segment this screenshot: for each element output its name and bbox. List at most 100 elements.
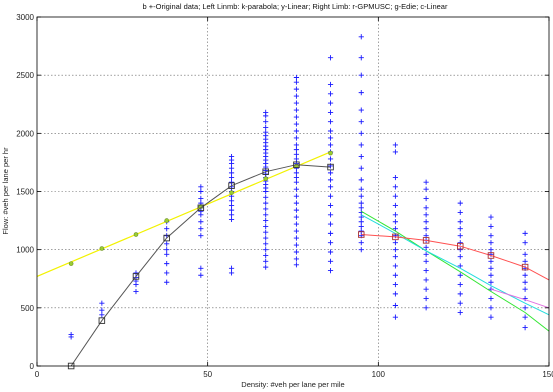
data-point-plus [358, 119, 364, 125]
data-point-plus [488, 240, 494, 246]
data-point-plus [457, 219, 463, 225]
data-point-plus [457, 226, 463, 232]
x-tick-label: 50 [203, 370, 212, 379]
data-point-plus [392, 212, 398, 218]
data-point-plus [99, 307, 105, 313]
data-point-plus [228, 270, 235, 276]
model-point-k [228, 182, 235, 189]
model-line-k [70, 164, 331, 367]
data-point-plus [392, 149, 398, 155]
x-axis-label: Density: #veh per lane per mile [241, 380, 344, 389]
data-point-plus [327, 258, 334, 264]
data-point-plus [488, 305, 494, 311]
y-tick-label: 2500 [16, 71, 34, 80]
data-point-plus [263, 223, 269, 229]
data-point-plus [263, 247, 269, 253]
data-point-plus [327, 128, 334, 134]
data-point-plus [488, 314, 494, 320]
data-point-plus [392, 263, 398, 269]
data-point-plus [293, 107, 300, 113]
model-point-y [133, 232, 139, 237]
data-point-plus [99, 312, 105, 318]
data-point-plus [293, 135, 300, 141]
y-tick-label: 3000 [16, 13, 34, 22]
data-point-plus [423, 268, 429, 274]
data-point-plus [522, 258, 528, 264]
data-point-plus [457, 300, 463, 306]
data-point-plus [263, 235, 269, 241]
model-point-r [358, 231, 365, 238]
data-point-plus [133, 288, 139, 295]
model-point-k [327, 163, 334, 171]
data-point-plus [488, 247, 494, 253]
model-line-y [36, 151, 331, 277]
data-point-plus [358, 177, 364, 183]
data-point-plus [228, 202, 235, 209]
data-point-plus [293, 262, 300, 268]
data-point-plus [392, 314, 398, 320]
data-point-plus [327, 142, 334, 148]
data-point-plus [327, 230, 334, 236]
data-point-plus [293, 93, 300, 99]
data-point-plus [327, 184, 334, 190]
data-point-plus [358, 142, 364, 148]
data-point-plus [327, 221, 334, 227]
y-tick-label: 1000 [16, 246, 34, 255]
data-point-plus [457, 309, 463, 316]
data-point-plus [392, 219, 398, 225]
data-point-plus [392, 142, 398, 148]
data-point-plus [198, 188, 204, 195]
data-point-plus [457, 247, 463, 253]
data-point-plus [457, 291, 463, 297]
data-point-plus [327, 156, 334, 162]
data-point-plus [327, 170, 334, 176]
model-point-k [293, 161, 300, 168]
data-point-plus [358, 214, 364, 220]
data-point-plus [392, 226, 398, 232]
data-point-plus [488, 223, 494, 229]
data-point-plus [293, 186, 300, 192]
data-point-plus [423, 186, 429, 192]
data-point-plus [228, 212, 235, 218]
x-tick-label: 150 [542, 370, 553, 379]
data-point-plus [392, 184, 398, 190]
data-point-plus [457, 233, 463, 239]
model-point-k [163, 234, 170, 242]
data-point-plus [392, 202, 398, 209]
data-point-plus [198, 265, 204, 271]
model-point-r [521, 263, 529, 271]
data-point-plus [358, 55, 364, 61]
data-point-plus [358, 219, 364, 225]
data-point-plus [327, 109, 334, 115]
data-point-plus [293, 121, 300, 127]
data-point-plus [522, 251, 528, 257]
data-point-plus [198, 272, 204, 278]
data-point-plus [327, 135, 334, 141]
data-point-plus [263, 206, 269, 212]
data-point-plus [293, 114, 300, 120]
data-point-plus [423, 258, 429, 264]
data-point-plus [293, 200, 300, 206]
data-point-plus [293, 193, 300, 199]
data-point-plus [293, 235, 300, 241]
data-point-plus [423, 219, 429, 225]
model-point-r [422, 237, 430, 244]
model-line-g [361, 210, 550, 332]
data-point-plus [198, 184, 204, 190]
model-point-k [132, 273, 140, 280]
data-point-plus [263, 194, 269, 200]
data-point-plus [392, 240, 398, 246]
y-tick-label: 1500 [16, 188, 34, 197]
data-point-plus [263, 129, 269, 135]
data-point-plus [522, 305, 528, 311]
model-point-r [392, 233, 399, 241]
data-point-plus [358, 228, 364, 234]
model-point-y [68, 261, 74, 266]
data-point-plus [293, 249, 300, 255]
data-point-plus [228, 179, 235, 185]
data-point-plus [358, 107, 364, 113]
data-point-plus [522, 286, 528, 292]
data-point-plus [164, 261, 170, 267]
data-point-plus [68, 331, 74, 338]
